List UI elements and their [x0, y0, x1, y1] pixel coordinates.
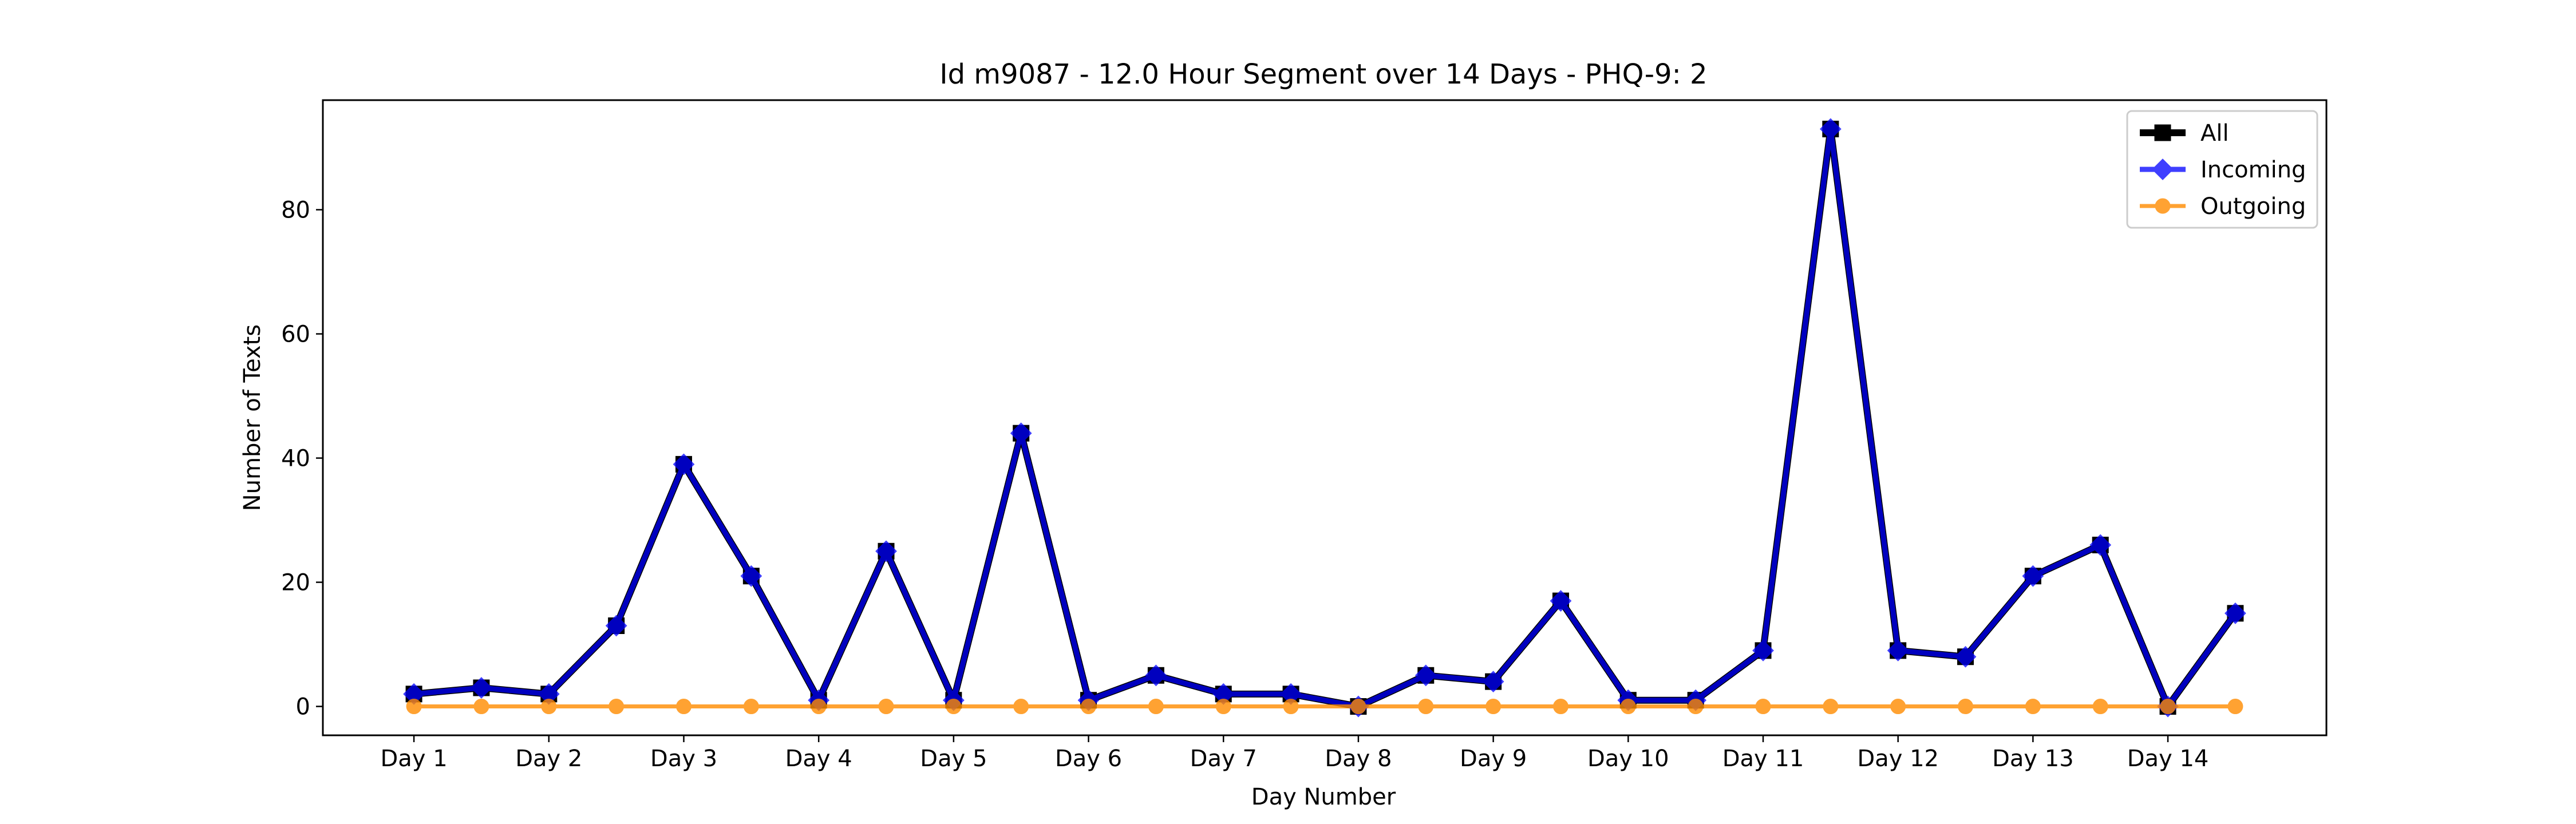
series-layer [403, 118, 2246, 718]
x-tick-label: Day 11 [1722, 746, 1804, 772]
y-tick-label: 60 [281, 322, 310, 348]
legend-marker [2155, 198, 2171, 214]
y-tick-label: 0 [296, 694, 310, 720]
data-point [541, 699, 557, 715]
data-point [1823, 699, 1839, 715]
y-tick-label: 80 [281, 197, 310, 224]
legend-label: Outgoing [2200, 193, 2306, 220]
x-tick-label: Day 13 [1992, 746, 2074, 772]
data-point [2025, 699, 2041, 715]
data-point [1010, 422, 1032, 445]
data-point [1552, 699, 1568, 715]
data-point [406, 699, 422, 715]
data-point [1550, 590, 1572, 612]
data-point [946, 699, 962, 715]
chart-title: Id m9087 - 12.0 Hour Segment over 14 Day… [939, 58, 1707, 90]
data-point [878, 699, 894, 715]
legend-swatch [2140, 159, 2186, 180]
data-point [1418, 699, 1434, 715]
x-tick-label: Day 3 [650, 746, 717, 772]
x-tick-label: Day 6 [1055, 746, 1122, 772]
data-point [1752, 639, 1774, 661]
data-point [605, 615, 627, 637]
x-tick-label: Day 9 [1460, 746, 1527, 772]
data-point [2089, 534, 2112, 556]
data-point [743, 699, 759, 715]
legend-label: Incoming [2200, 157, 2306, 183]
data-point [675, 699, 692, 715]
x-tick-label: Day 7 [1190, 746, 1257, 772]
legend-label: All [2200, 120, 2229, 146]
data-point [2225, 602, 2246, 624]
x-tick-label: Day 1 [381, 746, 448, 772]
data-point [471, 677, 492, 699]
x-tick-label: Day 4 [785, 746, 852, 772]
data-point [811, 699, 827, 715]
data-point [1958, 699, 1974, 715]
data-point [1485, 699, 1502, 715]
plot-area: Day 1 Day 2 Day 3 Day 4 Day 5 Day 6 Day 7 Day 8… [281, 99, 2328, 772]
data-point [609, 699, 625, 715]
data-point [2092, 699, 2108, 715]
y-tick-label: 40 [281, 446, 310, 472]
legend: All Incoming Outgoing [2126, 110, 2318, 229]
data-point [2022, 565, 2044, 587]
legend-marker [2152, 159, 2174, 180]
data-point [875, 540, 897, 562]
data-point [1954, 645, 1977, 668]
y-axis: 0 20 40 60 80 [281, 197, 323, 720]
plot-frame [322, 99, 2328, 736]
y-axis-label: Number of Texts [239, 324, 266, 511]
x-axis-label: Day Number [1251, 784, 1396, 810]
data-point [1148, 699, 1164, 715]
data-point [1081, 699, 1097, 715]
x-tick-label: Day 5 [920, 746, 987, 772]
data-point [473, 699, 489, 715]
legend-marker [2154, 124, 2171, 141]
data-point [1215, 699, 1231, 715]
x-tick-label: Day 8 [1325, 746, 1392, 772]
legend-swatch [2140, 198, 2186, 214]
data-point [1620, 699, 1636, 715]
data-point [1755, 699, 1771, 715]
series-outgoing [406, 699, 2243, 715]
x-tick-label: Day 12 [1857, 746, 1939, 772]
y-tick-label: 20 [281, 570, 310, 596]
data-point [1350, 699, 1366, 715]
data-point [740, 565, 762, 587]
x-axis: Day 1 Day 2 Day 3 Day 4 Day 5 Day 6 Day 7 Day 8… [381, 735, 2209, 772]
data-point [1415, 664, 1437, 687]
x-tick-label: Day 14 [2127, 746, 2209, 772]
data-point [1013, 699, 1029, 715]
series-line [413, 126, 2238, 710]
data-point [1890, 699, 1906, 715]
data-point [1482, 671, 1504, 693]
legend-box [2126, 110, 2318, 229]
data-point [1819, 118, 1842, 140]
legend-swatch [2140, 124, 2186, 141]
x-tick-label: Day 2 [515, 746, 582, 772]
data-point [673, 453, 695, 476]
data-point [1887, 639, 1909, 661]
data-point [2160, 699, 2176, 715]
data-point [1688, 699, 1704, 715]
data-point [1145, 664, 1167, 687]
data-point [1283, 699, 1299, 715]
x-tick-label: Day 10 [1587, 746, 1669, 772]
data-point [2227, 699, 2243, 715]
